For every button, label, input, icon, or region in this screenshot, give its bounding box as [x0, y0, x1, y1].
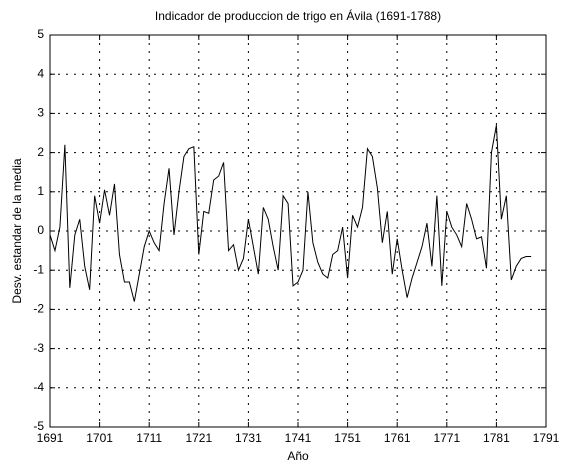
- y-tick-label: -1: [33, 262, 44, 276]
- x-tick-label: 1761: [384, 431, 411, 445]
- y-tick-label: 1: [37, 184, 44, 198]
- chart-title: Indicador de produccion de trigo en Ávil…: [155, 8, 441, 23]
- y-tick-label: -4: [33, 380, 44, 394]
- x-tick-label: 1721: [185, 431, 212, 445]
- y-tick-label: 3: [37, 106, 44, 120]
- line-series: [49, 125, 532, 302]
- y-tick-label: -5: [33, 419, 44, 433]
- y-tick-label: 0: [37, 223, 44, 237]
- x-tick-label: 1771: [433, 431, 460, 445]
- x-tick-label: 1701: [86, 431, 113, 445]
- y-tick-label: 5: [37, 27, 44, 41]
- x-tick-label: 1781: [483, 431, 510, 445]
- x-tick-label: 1691: [37, 431, 64, 445]
- y-axis-label: Desv. estandar de la media: [10, 158, 24, 304]
- plot-frame: [49, 34, 547, 428]
- x-tick-label: 1751: [334, 431, 361, 445]
- y-tick-label: -2: [33, 302, 44, 316]
- y-tick-label: 2: [37, 145, 44, 159]
- x-tick-label: 1741: [285, 431, 312, 445]
- y-tick-label: -3: [33, 341, 44, 355]
- y-tick-label: 4: [37, 66, 44, 80]
- x-tick-label: 1791: [533, 431, 560, 445]
- x-tick-label: 1711: [136, 431, 162, 445]
- x-axis-label: Año: [287, 449, 309, 463]
- x-tick-label: 1731: [235, 431, 262, 445]
